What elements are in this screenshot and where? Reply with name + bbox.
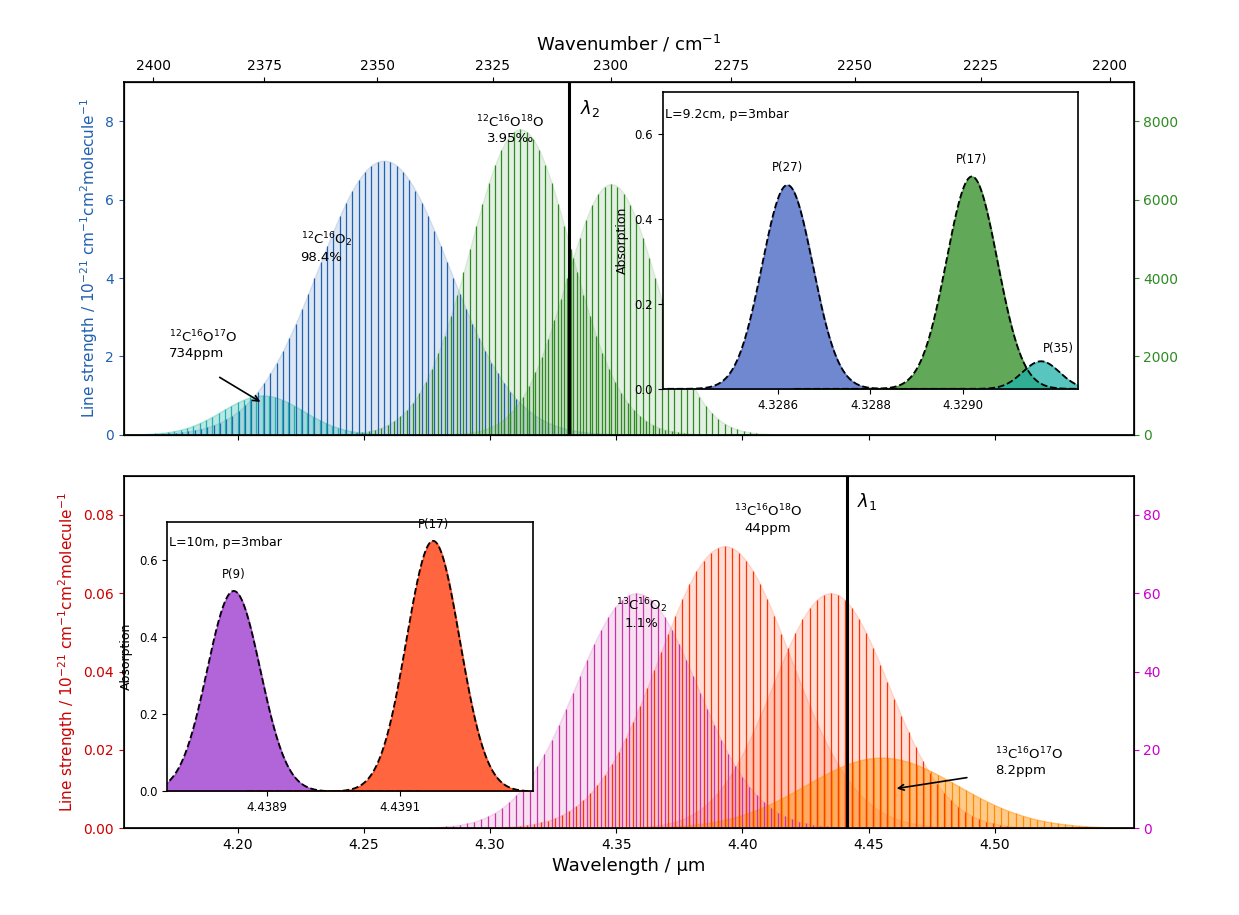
Text: P(35): P(35) (1043, 342, 1074, 355)
Text: $\lambda_1$: $\lambda_1$ (857, 491, 877, 512)
Y-axis label: Line strength / 10$^{-21}$ cm$^{-1}$cm$^2$molecule$^{-1}$: Line strength / 10$^{-21}$ cm$^{-1}$cm$^… (56, 492, 78, 812)
Y-axis label: Absorption: Absorption (616, 207, 629, 274)
Text: P(9): P(9) (222, 568, 245, 581)
Text: P(27): P(27) (772, 161, 803, 175)
Text: L=9.2cm, p=3mbar: L=9.2cm, p=3mbar (665, 108, 789, 122)
Text: P(17): P(17) (957, 153, 987, 166)
Text: $\lambda_2$: $\lambda_2$ (580, 98, 600, 119)
Y-axis label: Line strength / 10$^{-21}$ cm$^{-1}$cm$^2$molecule$^{-1}$: Line strength / 10$^{-21}$ cm$^{-1}$cm$^… (78, 99, 100, 418)
Text: $^{12}$C$^{16}$O$_2$
98.4%: $^{12}$C$^{16}$O$_2$ 98.4% (301, 230, 352, 264)
Text: $^{13}$C$^{16}$O$^{18}$O
44ppm: $^{13}$C$^{16}$O$^{18}$O 44ppm (733, 503, 802, 534)
Text: $^{13}$C$^{16}$O$^{17}$O
8.2ppm: $^{13}$C$^{16}$O$^{17}$O 8.2ppm (995, 746, 1063, 778)
Text: P(17): P(17) (418, 518, 449, 532)
Text: $^{12}$C$^{16}$O$^{18}$O
3.95‰: $^{12}$C$^{16}$O$^{18}$O 3.95‰ (476, 113, 544, 145)
Text: $^{13}$C$^{16}$O$_2$
1.1%: $^{13}$C$^{16}$O$_2$ 1.1% (616, 596, 667, 630)
Y-axis label: Absorption: Absorption (120, 623, 134, 690)
X-axis label: Wavelength / μm: Wavelength / μm (553, 857, 705, 876)
Text: $^{12}$C$^{16}$O$^{17}$O
734ppm: $^{12}$C$^{16}$O$^{17}$O 734ppm (170, 328, 238, 361)
Text: L=10m, p=3mbar: L=10m, p=3mbar (170, 535, 282, 549)
X-axis label: Wavenumber / cm$^{-1}$: Wavenumber / cm$^{-1}$ (536, 33, 721, 54)
